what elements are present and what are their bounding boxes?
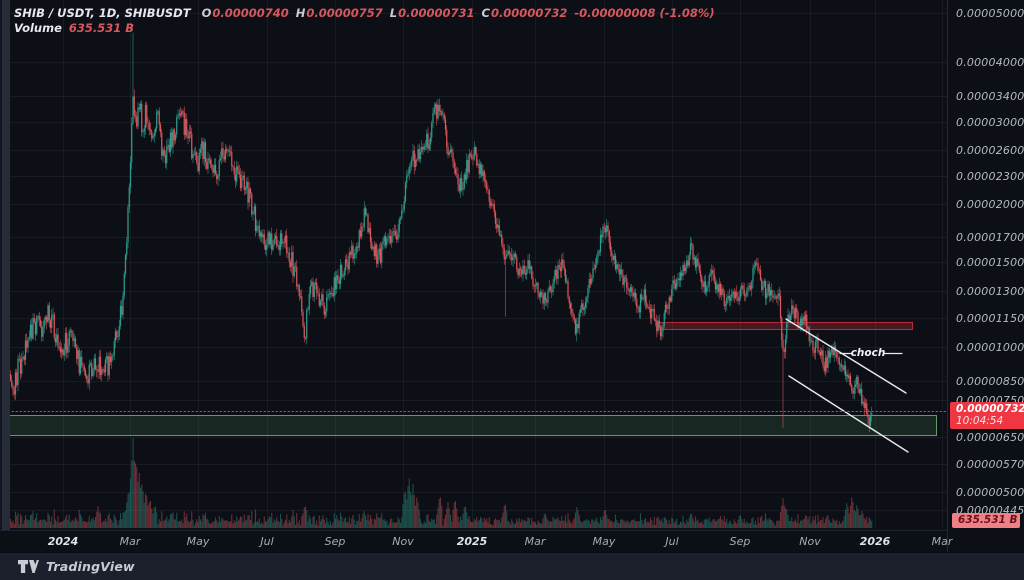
- price-tick-label: 0.00000650: [956, 431, 1024, 444]
- price-tick-label: 0.00002600: [956, 144, 1024, 157]
- close-value-pair: C 0.00000732: [481, 6, 567, 21]
- price-tick-label: 0.00004000: [956, 56, 1024, 69]
- high-label: H: [295, 6, 306, 20]
- price-tick-label: 0.00002000: [956, 198, 1024, 211]
- time-tick-label: 2025: [456, 535, 488, 548]
- current-price-badge: 0.00000732 10:04:54: [950, 402, 1024, 429]
- close-value: 0.00000732: [490, 6, 568, 20]
- low-value: 0.00000731: [398, 6, 475, 20]
- price-tick-label: 0.00001500: [956, 256, 1024, 269]
- legend-volume-row: Volume 635.531 B: [14, 21, 715, 36]
- bar-countdown: 10:04:54: [956, 415, 1004, 427]
- volume-axis-badge: 635.531 B: [952, 513, 1020, 528]
- time-tick-label: May: [592, 535, 616, 548]
- open-value-pair: O 0.00000740: [202, 6, 289, 21]
- change-value: -0.00000008 (-1.08%): [574, 6, 715, 20]
- chart-area: [8, 0, 947, 530]
- time-tick-label: Mar: [119, 535, 141, 548]
- price-tick-label: 0.00001150: [956, 312, 1024, 325]
- price-tick-label: 0.00001300: [956, 285, 1024, 298]
- price-tick-label: 0.00000500: [956, 486, 1024, 499]
- time-tick-label: Mar: [931, 535, 953, 548]
- time-tick-label: 2026: [859, 535, 891, 548]
- open-label: O: [201, 6, 212, 20]
- time-tick-label: 2024: [47, 535, 79, 548]
- left-edge-strip: [0, 0, 10, 552]
- choch-label[interactable]: choch: [850, 347, 886, 359]
- high-value: 0.00000757: [306, 6, 383, 20]
- price-chart-canvas[interactable]: [8, 0, 947, 530]
- time-tick-label: Jul: [665, 535, 679, 548]
- close-label: C: [481, 6, 490, 20]
- price-tick-label: 0.00000850: [956, 375, 1024, 388]
- open-value: 0.00000740: [212, 6, 289, 20]
- time-tick-label: Sep: [324, 535, 346, 548]
- time-tick-label: May: [186, 535, 210, 548]
- time-axis[interactable]: 2024 Mar May Jul Sep Nov 2025 Mar May Jul Sep Nov 20…: [0, 530, 952, 553]
- low-value-pair: L 0.00000731: [390, 6, 475, 21]
- price-tick-label: 0.00001700: [956, 231, 1024, 244]
- time-tick-label: Sep: [729, 535, 751, 548]
- time-tick-label: Mar: [524, 535, 546, 548]
- tradingview-logo-icon: [18, 560, 39, 573]
- price-tick-label: 0.00003000: [956, 116, 1024, 129]
- volume-value: 635.531 B: [68, 21, 135, 35]
- footer-bar: TradingView: [0, 552, 1024, 580]
- time-tick-label: Nov: [799, 535, 821, 548]
- price-tick-label: 0.00005000: [956, 7, 1024, 20]
- symbol-title[interactable]: SHIB / USDT, 1D, SHIBUSDT: [14, 6, 191, 20]
- high-value-pair: H 0.00000757: [296, 6, 383, 21]
- price-tick-label: 0.00002300: [956, 170, 1024, 183]
- price-axis[interactable]: 0.00000445 0.00000500 0.00000570 0.00000650…: [947, 0, 1024, 552]
- time-tick-label: Nov: [392, 535, 414, 548]
- tradingview-brand-text: TradingView: [46, 559, 135, 574]
- time-tick-label: Jul: [260, 535, 274, 548]
- price-tick-label: 0.00001000: [956, 341, 1024, 354]
- tradingview-logo[interactable]: TradingView: [18, 559, 135, 574]
- low-label: L: [389, 6, 398, 20]
- price-tick-label: 0.00000570: [956, 458, 1024, 471]
- price-tick-label: 0.00003400: [956, 90, 1024, 103]
- volume-label: Volume: [14, 21, 62, 35]
- current-price-value: 0.00000732: [956, 403, 1024, 415]
